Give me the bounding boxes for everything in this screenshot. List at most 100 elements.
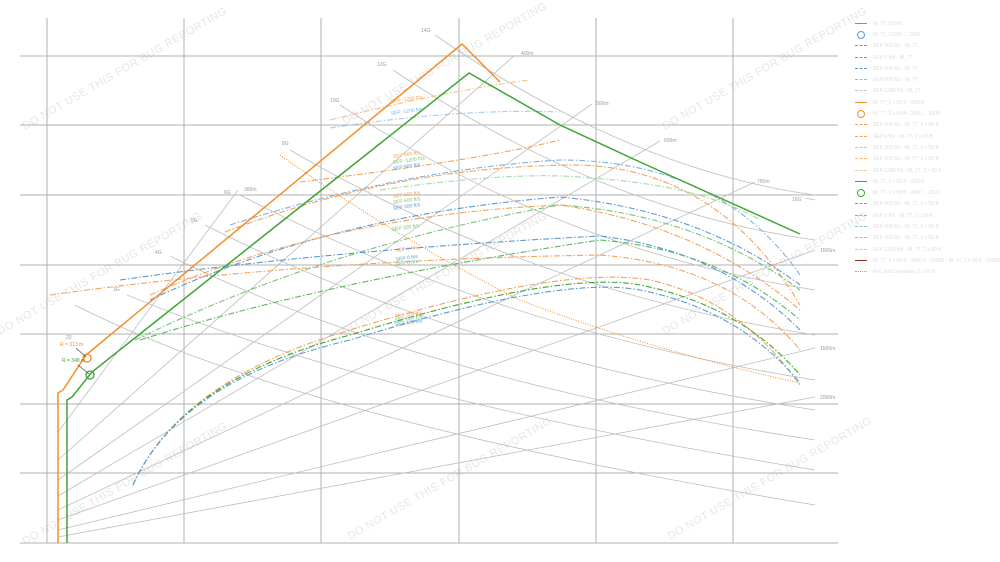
dashdot-icon	[855, 200, 867, 208]
legend-item[interactable]: SEP 0 ft/s - M, 77, 2 x 50 ft	[855, 210, 995, 221]
sep-contours	[49, 79, 801, 486]
g-label-14g: 14G	[421, 28, 431, 34]
dashdot-icon	[855, 54, 867, 62]
orange-corner-marker	[82, 353, 92, 363]
circle-icon	[855, 110, 867, 119]
dashdot-icon	[855, 234, 867, 242]
g-label-16g: 16G	[792, 197, 802, 203]
legend-item[interactable]: M, 77, 2 x 50 ft - 10000	[855, 176, 995, 187]
g-label-5g: 5G	[191, 218, 198, 224]
legend: M, 77, 10000 M, 77, 10000 ... 2000 SEP 9…	[855, 18, 1000, 278]
radius-label-600m: 600m	[664, 138, 677, 144]
radius-label-500m: 500m	[596, 101, 609, 107]
watermark: DO NOT USE THIS FOR BUG REPORTING	[341, 0, 550, 127]
line-icon	[855, 257, 867, 265]
orange-envelope-line	[57, 42, 501, 543]
radius-label-400m: 400m	[521, 51, 534, 57]
dashdot-icon	[855, 167, 867, 175]
legend-item[interactable]: M, 77, 2 x 50 ft - 10000	[855, 97, 995, 108]
sep-label: SEP 900 ft/s	[392, 162, 421, 172]
legend-item[interactable]: M, 77, 2 x 50 ft - 2000 ... 2000	[855, 187, 995, 198]
sep-label: SEP 600 ft/s	[392, 190, 421, 200]
dashdot-icon	[855, 133, 867, 141]
grid	[20, 18, 838, 544]
green-corner-marker	[85, 370, 95, 380]
legend-item[interactable]: SEP 0 ft/s - M, 77	[855, 52, 995, 63]
radius-label-750m: 750m	[757, 179, 770, 185]
sep-label: SEP 300 ft/s	[394, 314, 423, 324]
circle-icon	[855, 30, 867, 39]
legend-item[interactable]: SEP 0 ft/s - M, 77, 2 x 50 ft	[855, 131, 995, 142]
sep-label: SEP -1200 ft/s	[390, 94, 423, 104]
sep-label: SEP 0 ft/s	[395, 245, 418, 254]
dashdot-icon	[855, 155, 867, 163]
legend-item[interactable]: SEP 1200 ft/s - M, 77	[855, 86, 995, 97]
sep-label: SEP 900 ft/s	[392, 150, 421, 160]
legend-item[interactable]: SEP 600 ft/s - M, 77, 2 x 50 ft	[855, 233, 995, 244]
legend-item[interactable]: SEP 1200 ft/s - M, 77, 2 x 50 ft	[855, 165, 995, 176]
line-icon	[855, 178, 867, 186]
sep-label: SEP 300 ft/s	[391, 223, 420, 233]
legend-item[interactable]: Ref, stall boundary, 2 x 50 ft	[855, 267, 995, 278]
legend-item[interactable]: M, 77, 2 x 50 ft - 2000 ... 2000	[855, 108, 995, 119]
legend-item[interactable]: SEP 600 ft/s - M, 77	[855, 74, 995, 85]
g-label-8g: 8G	[282, 141, 289, 147]
dashdot-icon	[855, 87, 867, 95]
legend-item[interactable]: SEP 600 ft/s - M, 77, 2 x 50 ft	[855, 154, 995, 165]
sep-label: SEP -1200 ft/s	[392, 155, 425, 165]
radius-label-1000m: 1000m	[820, 248, 835, 254]
legend-item[interactable]: SEP 900 ft/s - M, 77, 2 x 50 ft	[855, 199, 995, 210]
watermark: DO NOT USE THIS FOR BUG REPORTING	[341, 210, 550, 337]
watermark: DO NOT USE THIS FOR BUG REPORTING	[666, 415, 875, 542]
sep-label: SEP 300 ft/s	[394, 310, 423, 320]
dashdot-icon	[855, 42, 867, 50]
radius-lines: 300m 400m 500m 600m 750m 1000m 1500m 200…	[57, 51, 835, 538]
g-label-3g: 3G	[113, 287, 120, 293]
sep-label: SEP 300 ft/s	[394, 318, 423, 328]
sep-label: SEP 300 ft/s	[392, 202, 421, 212]
dashdot-icon	[855, 121, 867, 129]
sep-label: SEP 0 ft/s	[395, 259, 418, 268]
watermark: DO NOT USE THIS FOR BUG REPORTING	[21, 420, 230, 547]
sep-labels: SEP -1200 ft/s SEP -1200 ft/s SEP 900 ft…	[390, 94, 425, 327]
legend-item[interactable]: SEP 900 ft/s - M, 77	[855, 41, 995, 52]
watermark: DO NOT USE THIS FOR BUG REPORTING	[346, 415, 555, 542]
watermarks: DO NOT USE THIS FOR BUG REPORTING DO NOT…	[0, 0, 874, 547]
legend-item[interactable]: SEP 900 ft/s - M, 77, 2 x 50 ft	[855, 120, 995, 131]
dashdot-icon	[855, 144, 867, 152]
dashdot-icon	[855, 76, 867, 84]
radius-label-2000m: 2000m	[820, 395, 835, 401]
radius-annotation-orange: R = 313 m	[60, 342, 83, 348]
watermark: DO NOT USE THIS FOR BUG REPORTING	[661, 5, 870, 132]
circle-icon	[855, 189, 867, 198]
radius-annotation-green: R = 348 m	[62, 358, 85, 364]
dashdot-icon	[855, 246, 867, 254]
g-label-2g: 20	[66, 335, 72, 341]
legend-item[interactable]: M, 77, 10000 ... 2000	[855, 29, 995, 40]
legend-item[interactable]: SEP 300 ft/s - M, 77	[855, 63, 995, 74]
sep-label: SEP -1200 ft/s	[390, 106, 423, 116]
reference-dotted-line	[279, 154, 801, 384]
g-load-lines: 3G 4G 5G 6G 8G 10G 12G 14G 16G 20	[66, 28, 816, 506]
legend-item[interactable]: M, 77, 2 x 50 ft - 2000 ft - 10000 - M, …	[855, 255, 1000, 266]
corner-markers: R = 313 m R = 348 m	[60, 342, 95, 380]
dashdot-icon	[855, 65, 867, 73]
dotted-line-icon	[855, 268, 867, 276]
sep-label: SEP 0 ft/s	[395, 254, 418, 263]
legend-item[interactable]: M, 77, 10000	[855, 18, 995, 29]
sep-label: SEP 600 ft/s	[392, 196, 421, 206]
watermark: DO NOT USE THIS FOR BUG REPORTING	[21, 5, 230, 132]
radius-label-300m: 300m	[244, 187, 257, 193]
dashdot-icon	[855, 223, 867, 231]
green-envelope-line	[66, 72, 801, 543]
g-label-6g: 6G	[224, 190, 231, 196]
dashdot-icon	[855, 212, 867, 220]
legend-item[interactable]: SEP 1200 ft/s - M, 77, 2 x 50 ft	[855, 244, 995, 255]
legend-item[interactable]: SEP 300 ft/s - M, 77, 2 x 50 ft	[855, 142, 995, 153]
legend-item[interactable]: SEP 300 ft/s - M, 77, 2 x 50 ft	[855, 221, 995, 232]
g-label-4g: 4G	[155, 250, 162, 256]
g-label-12g: 12G	[377, 62, 387, 68]
line-icon	[855, 20, 867, 28]
radius-label-1500m: 1500m	[820, 346, 835, 352]
